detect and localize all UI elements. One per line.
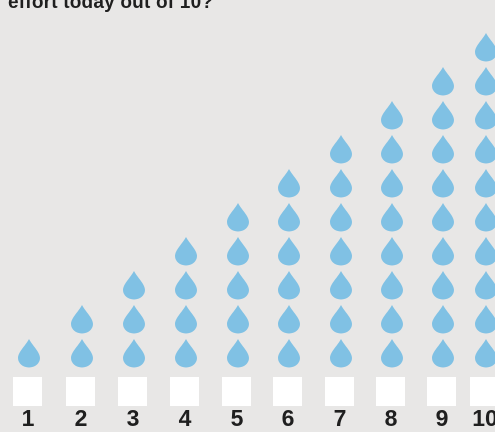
water-drop-icon [225, 202, 251, 232]
water-drop-icon [473, 100, 495, 130]
rating-number-label: 6 [281, 405, 295, 431]
water-drop-icon [430, 100, 456, 130]
water-drop-icon [430, 134, 456, 164]
water-drop-icon [430, 168, 456, 198]
water-drop-icon [173, 236, 199, 266]
water-drop-icon [473, 304, 495, 334]
rating-checkbox-10[interactable] [470, 377, 495, 406]
rating-option-1[interactable]: 1 [3, 0, 53, 431]
water-drop-icon [430, 202, 456, 232]
water-drop-icon [473, 32, 495, 62]
rating-option-6[interactable]: 6 [263, 0, 313, 431]
rating-number-label: 5 [230, 405, 244, 431]
rating-number-label: 9 [435, 405, 449, 431]
water-drop-icon [379, 202, 405, 232]
water-drop-icon [379, 270, 405, 300]
water-drop-icon [379, 100, 405, 130]
water-drop-icon [173, 338, 199, 368]
rating-option-7[interactable]: 7 [315, 0, 365, 431]
water-drop-icon [173, 270, 199, 300]
question-text: effort today out of 10? [8, 0, 214, 13]
water-drop-icon [379, 134, 405, 164]
water-drop-icon [328, 270, 354, 300]
water-drop-icon [473, 270, 495, 300]
water-drop-icon [276, 338, 302, 368]
water-drop-icon [328, 202, 354, 232]
rating-checkbox-7[interactable] [325, 377, 354, 406]
rating-number-label: 1 [21, 405, 35, 431]
water-drop-icon [276, 202, 302, 232]
water-drop-icon [430, 304, 456, 334]
rating-option-4[interactable]: 4 [160, 0, 210, 431]
water-drop-icon [16, 338, 42, 368]
water-drop-icon [225, 236, 251, 266]
water-drop-icon [379, 304, 405, 334]
water-drop-icon [379, 168, 405, 198]
rating-option-10[interactable]: 10 [460, 0, 495, 431]
rating-number-label: 2 [74, 405, 88, 431]
rating-checkbox-5[interactable] [222, 377, 251, 406]
rating-option-5[interactable]: 5 [212, 0, 262, 431]
water-drop-icon [225, 270, 251, 300]
water-drop-icon [430, 270, 456, 300]
rating-checkbox-4[interactable] [170, 377, 199, 406]
water-drop-icon [121, 304, 147, 334]
water-drop-icon [473, 168, 495, 198]
rating-number-label: 4 [178, 405, 192, 431]
water-drop-icon [430, 236, 456, 266]
water-drop-icon [225, 338, 251, 368]
water-drop-icon [276, 270, 302, 300]
water-drop-icon [473, 66, 495, 96]
water-drop-icon [473, 236, 495, 266]
rating-checkbox-1[interactable] [13, 377, 42, 406]
rating-number-label: 7 [333, 405, 347, 431]
rating-option-3[interactable]: 3 [108, 0, 158, 431]
water-drop-icon [69, 338, 95, 368]
water-drop-icon [328, 338, 354, 368]
water-drop-icon [328, 236, 354, 266]
rating-option-8[interactable]: 8 [366, 0, 416, 431]
water-drop-icon [379, 338, 405, 368]
water-drop-icon [173, 304, 199, 334]
rating-number-label: 3 [126, 405, 140, 431]
water-drop-icon [121, 338, 147, 368]
water-drop-icon [379, 236, 405, 266]
water-drop-icon [69, 304, 95, 334]
rating-checkbox-9[interactable] [427, 377, 456, 406]
rating-checkbox-3[interactable] [118, 377, 147, 406]
water-drop-icon [473, 134, 495, 164]
water-drop-icon [225, 304, 251, 334]
water-drop-icon [328, 168, 354, 198]
rating-option-9[interactable]: 9 [417, 0, 467, 431]
rating-number-label: 8 [384, 405, 398, 431]
rating-checkbox-2[interactable] [66, 377, 95, 406]
water-drop-icon [276, 304, 302, 334]
water-drop-icon [328, 134, 354, 164]
rating-checkbox-8[interactable] [376, 377, 405, 406]
water-drop-icon [430, 66, 456, 96]
water-drop-icon [276, 168, 302, 198]
rating-checkbox-6[interactable] [273, 377, 302, 406]
water-drop-icon [473, 338, 495, 368]
water-drop-icon [121, 270, 147, 300]
rating-number-label: 10 [472, 405, 495, 431]
water-drop-icon [328, 304, 354, 334]
water-drop-icon [430, 338, 456, 368]
water-drop-icon [276, 236, 302, 266]
rating-option-2[interactable]: 2 [56, 0, 106, 431]
water-drop-icon [473, 202, 495, 232]
